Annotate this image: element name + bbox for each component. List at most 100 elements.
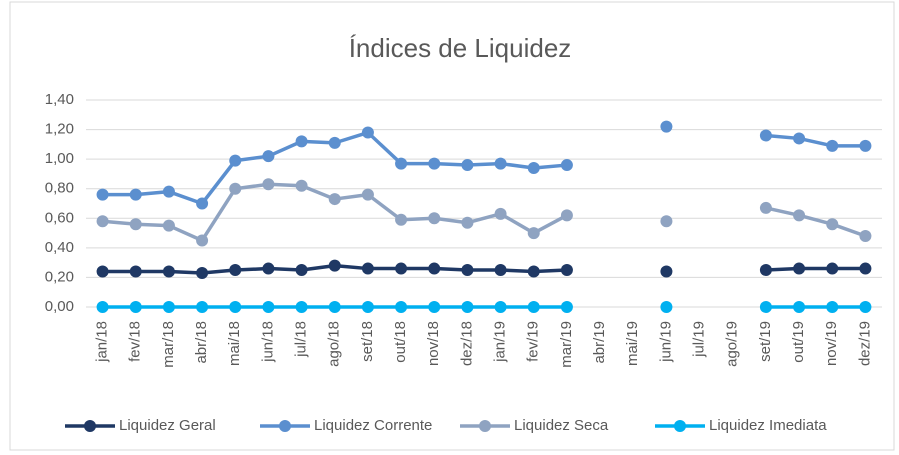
legend-marker — [84, 420, 96, 432]
series-marker — [196, 234, 209, 247]
series-marker — [826, 139, 839, 152]
x-tick-label: fev/19 — [525, 321, 542, 362]
x-tick-label: abr/19 — [591, 321, 608, 364]
y-tick-label: 1,20 — [45, 121, 74, 138]
x-tick-label: ago/19 — [724, 321, 741, 367]
x-tick-label: ago/18 — [326, 321, 343, 367]
series-marker — [229, 301, 242, 313]
series-marker — [494, 157, 507, 170]
series-marker — [560, 264, 573, 277]
series-marker — [361, 188, 374, 201]
series-marker — [527, 265, 540, 278]
x-tick-label: dez/19 — [856, 321, 873, 366]
series-marker — [162, 185, 175, 198]
series-marker — [395, 157, 408, 170]
x-tick-label: set/18 — [359, 321, 376, 362]
series-marker — [660, 215, 673, 228]
series-marker — [560, 301, 573, 313]
series-marker — [361, 301, 374, 313]
series-marker — [793, 301, 806, 313]
series-marker — [162, 219, 175, 232]
legend-marker — [674, 420, 686, 432]
x-tick-label: jan/19 — [492, 321, 509, 363]
x-tick-label: mar/19 — [558, 321, 575, 368]
x-tick-label: dez/18 — [458, 321, 475, 366]
series-marker — [96, 301, 109, 313]
series-marker — [793, 132, 806, 145]
series-marker — [196, 266, 209, 279]
y-tick-label: 0,00 — [45, 298, 74, 315]
series-marker — [295, 264, 308, 277]
series-marker — [96, 188, 109, 201]
series-marker — [793, 262, 806, 275]
y-tick-label: 1,00 — [45, 150, 74, 167]
series-marker — [859, 301, 872, 313]
series-marker — [859, 139, 872, 152]
series-marker — [759, 301, 772, 313]
x-tick-label: jul/19 — [691, 321, 708, 358]
series-marker — [162, 265, 175, 278]
x-tick-label: mai/19 — [624, 321, 641, 366]
series-marker — [461, 301, 474, 313]
legend-label: Liquidez Geral — [119, 417, 216, 434]
series-marker — [295, 135, 308, 148]
series-marker — [262, 301, 275, 313]
series-marker — [660, 265, 673, 278]
series-marker — [759, 264, 772, 277]
series-marker — [96, 215, 109, 228]
series-marker — [129, 301, 142, 313]
series-marker — [461, 216, 474, 229]
chart-title: Índices de Liquidez — [349, 33, 572, 63]
series-marker — [96, 265, 109, 278]
series-marker — [328, 136, 341, 149]
series-marker — [759, 201, 772, 214]
x-tick-label: set/19 — [757, 321, 774, 362]
series-marker — [162, 301, 175, 313]
legend-label: Liquidez Seca — [514, 417, 609, 434]
y-tick-label: 0,60 — [45, 209, 74, 226]
series-marker — [262, 178, 275, 191]
series-marker — [395, 213, 408, 226]
series-marker — [229, 154, 242, 167]
series-marker — [395, 262, 408, 275]
series-marker — [494, 264, 507, 277]
x-tick-label: abr/18 — [193, 321, 210, 364]
series-marker — [229, 264, 242, 277]
series-marker — [826, 218, 839, 231]
series-marker — [328, 301, 341, 313]
series-marker — [295, 301, 308, 313]
series-marker — [295, 179, 308, 192]
series-marker — [428, 301, 441, 313]
series-marker — [660, 120, 673, 133]
y-tick-label: 0,40 — [45, 239, 74, 256]
x-tick-label: mai/18 — [226, 321, 243, 366]
x-tick-label: nov/18 — [425, 321, 442, 366]
series-marker — [759, 129, 772, 142]
y-tick-label: 1,40 — [45, 91, 74, 108]
series-marker — [461, 159, 474, 172]
series-marker — [793, 209, 806, 222]
series-marker — [395, 301, 408, 313]
series-marker — [660, 301, 673, 313]
series-marker — [527, 227, 540, 240]
series-marker — [859, 230, 872, 243]
x-tick-label: jun/18 — [259, 321, 276, 363]
legend-marker — [479, 420, 491, 432]
series-marker — [826, 301, 839, 313]
series-marker — [428, 157, 441, 170]
series-marker — [196, 301, 209, 313]
x-tick-label: mar/18 — [160, 321, 177, 368]
series-marker — [196, 197, 209, 210]
series-marker — [361, 262, 374, 275]
series-marker — [328, 259, 341, 272]
series-marker — [560, 209, 573, 222]
x-tick-label: fev/18 — [127, 321, 144, 362]
series-marker — [229, 182, 242, 195]
series-marker — [428, 212, 441, 225]
x-tick-label: jan/18 — [94, 321, 111, 363]
series-marker — [129, 188, 142, 201]
series-marker — [361, 126, 374, 139]
series-marker — [859, 262, 872, 275]
